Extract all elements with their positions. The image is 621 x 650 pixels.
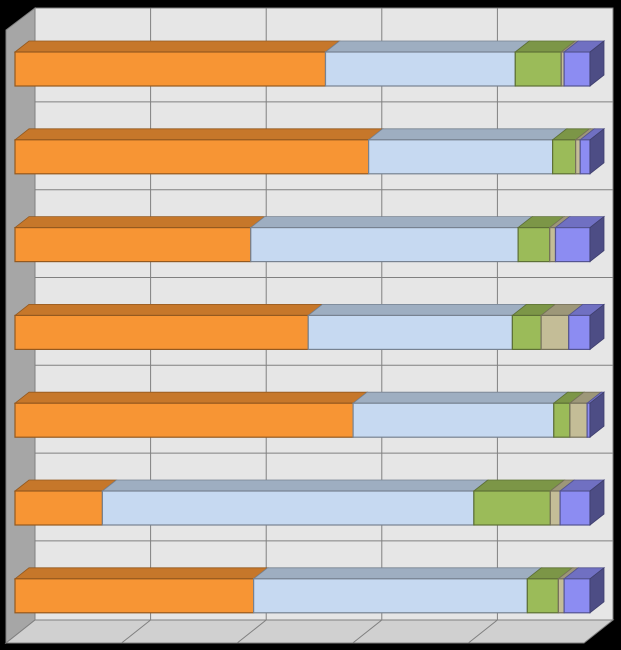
bar-segment-top (472, 479, 566, 492)
bar-segment-front (526, 578, 559, 614)
bar-segment-front (517, 227, 551, 263)
bar-segment (511, 303, 557, 350)
gridline-floor (468, 619, 498, 644)
bar-segment (554, 216, 606, 263)
bar-segment (367, 128, 568, 175)
bar-side (589, 566, 605, 614)
bar-segment-front (568, 314, 591, 350)
bar-segment-top (307, 303, 528, 316)
bar-segment-front (549, 490, 561, 526)
bar-side (589, 40, 605, 87)
bar-side (589, 215, 605, 263)
bar-segment-front (511, 314, 542, 350)
bar-side (589, 391, 605, 439)
bar-segment (252, 567, 543, 614)
bar-segment-front (559, 490, 591, 526)
bar-side (589, 479, 605, 526)
bar-side (589, 303, 605, 351)
bar-segment-top (249, 216, 534, 229)
bar-segment-front (569, 402, 588, 438)
bar-segment-front (14, 227, 252, 263)
bar-segment-front (14, 51, 327, 87)
bar-segment-front (579, 139, 591, 175)
bar-segment-front (575, 139, 581, 175)
bar-segment-top (351, 391, 569, 404)
bar-segment (579, 128, 606, 175)
bar-segment-front (563, 578, 591, 614)
chart-floor (4, 619, 615, 644)
bar-segment-front (14, 314, 309, 350)
gridline-floor (236, 619, 267, 644)
bar-segment (526, 567, 574, 614)
bar-segment-front (250, 227, 519, 263)
bar-segment (13, 128, 384, 175)
bar-segment-top (13, 567, 269, 580)
bar-segment (351, 391, 569, 438)
bar-segment (539, 303, 584, 350)
bar-segment-front (307, 314, 513, 350)
bar-segment-top (367, 128, 568, 141)
bar-segment (307, 303, 528, 350)
gridline-floor (121, 619, 151, 644)
bar-segment-top (101, 479, 490, 492)
bar-segment-front (14, 578, 255, 614)
bar-segment-front (14, 139, 370, 175)
bar-segment (13, 40, 341, 87)
bar-segment-front (552, 139, 577, 175)
bar-segment-front (324, 51, 516, 87)
bar-segment-front (253, 578, 528, 614)
bar-segment-front (473, 490, 551, 526)
bar-segment (516, 216, 565, 263)
bar-segment (13, 391, 369, 438)
bar-segment (568, 391, 603, 438)
bar-segment (13, 303, 324, 350)
bar-segment (324, 40, 531, 87)
bar-segment (514, 40, 577, 87)
bar-segment-front (14, 490, 104, 526)
bar-segment-front (352, 402, 555, 438)
bar-segment-top (13, 479, 118, 492)
bar-segment-front (549, 227, 557, 263)
bar-segment-front (586, 402, 591, 438)
bar-segment-top (324, 40, 531, 53)
bar-segment-front (563, 51, 591, 87)
bar-segment-front (540, 314, 570, 350)
bars (13, 40, 606, 614)
bar-segment-front (368, 139, 554, 175)
bar-segment (13, 567, 269, 614)
bar-segment-top (13, 40, 341, 53)
bar-segment-front (554, 227, 591, 263)
bar-segment (13, 216, 266, 263)
bar-segment-front (101, 490, 475, 526)
bar-segment-front (553, 402, 571, 438)
bar-segment-front (514, 51, 562, 87)
bar-segment (562, 40, 606, 87)
bar-segment-top (13, 303, 324, 316)
bar-segment-top (13, 216, 266, 229)
bar-segment (13, 479, 118, 526)
bar-segment-front (557, 578, 565, 614)
bar-segment-top (13, 391, 369, 404)
bar-segment-top (252, 567, 543, 580)
bar-segment-top (13, 128, 384, 141)
gridline-floor (352, 619, 383, 644)
bar-segment (101, 479, 490, 526)
bar-segment-front (14, 402, 354, 438)
bar-side (589, 127, 605, 175)
bar-segment (249, 216, 534, 263)
